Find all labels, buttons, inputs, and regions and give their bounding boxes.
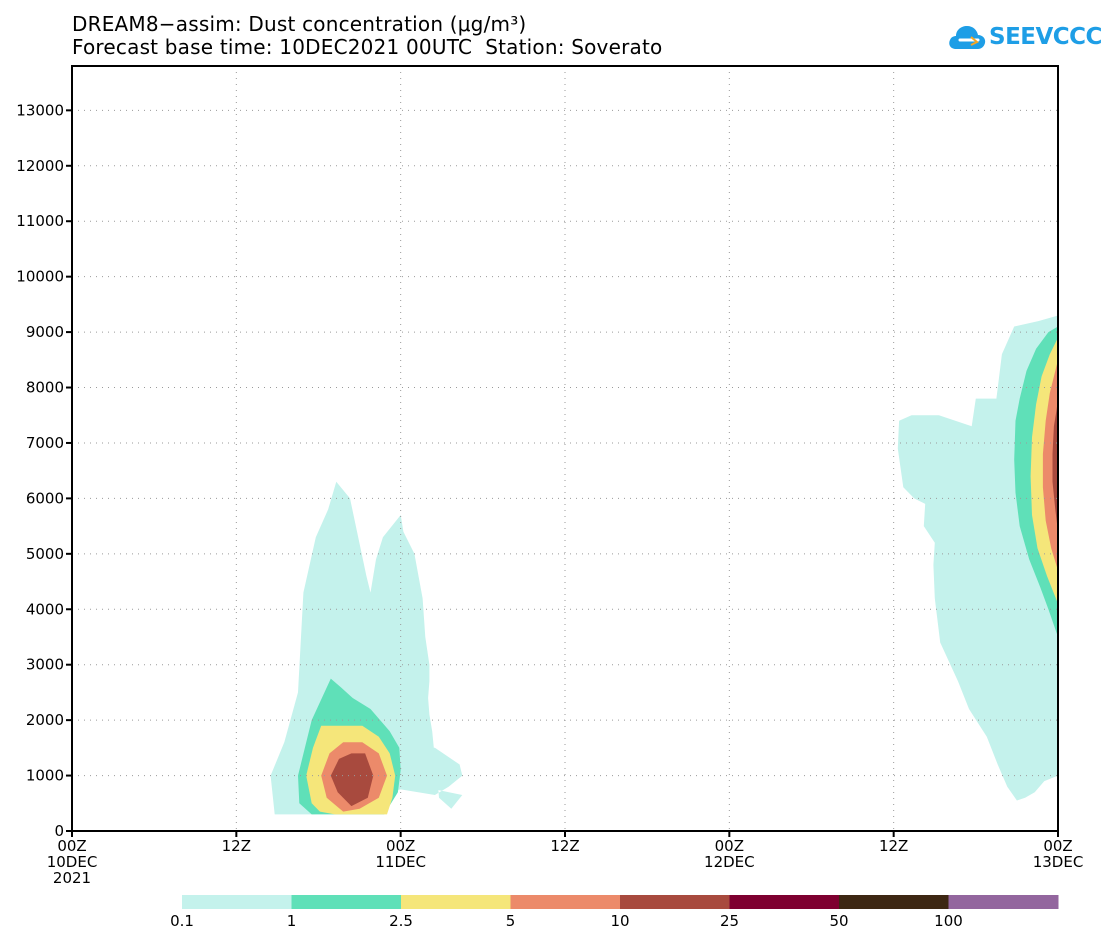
chart-subtitle: Forecast base time: 10DEC2021 00UTC Stat…	[72, 35, 663, 59]
contour-layer	[270, 315, 1058, 815]
x-tick-label: 12Z	[550, 837, 579, 855]
colorbar-label: 2.5	[389, 912, 413, 930]
colorbar-swatch	[839, 895, 949, 909]
colorbar-swatch	[291, 895, 402, 909]
colorbar-swatch	[729, 895, 840, 909]
colorbar-swatch	[620, 895, 730, 909]
colorbar-label: 25	[720, 912, 739, 930]
y-tick-label: 3000	[26, 656, 64, 674]
y-tick-label: 5000	[26, 545, 64, 563]
y-tick-label: 10000	[16, 268, 64, 286]
grid-layer	[72, 66, 1058, 831]
x-tick-label: 12Z	[222, 837, 251, 855]
y-tick-label: 0	[54, 822, 64, 840]
x-tick-label: 2021	[53, 869, 91, 887]
y-tick-label: 11000	[16, 212, 64, 230]
y-tick-label: 6000	[26, 489, 64, 507]
contour-1-level-10	[330, 753, 374, 807]
y-tick-label: 1000	[26, 767, 64, 785]
y-tick-label: 13000	[16, 101, 64, 119]
y-tick-label: 2000	[26, 711, 64, 729]
colorbar-label: 100	[934, 912, 963, 930]
colorbar-swatch	[182, 895, 292, 909]
colorbar-label: 50	[829, 912, 848, 930]
x-tick-label: 00Z	[1043, 837, 1072, 855]
colorbar-swatch	[948, 895, 1059, 909]
chart-title: DREAM8−assim: Dust concentration (μg/m³)	[72, 12, 527, 36]
x-tick-label: 00Z	[386, 837, 415, 855]
x-tick-label: 12DEC	[704, 853, 755, 871]
x-tick-label: 00Z	[715, 837, 744, 855]
y-tick-label: 8000	[26, 379, 64, 397]
y-tick-label: 9000	[26, 323, 64, 341]
y-tick-label: 4000	[26, 600, 64, 618]
x-tick-label: 11DEC	[375, 853, 426, 871]
colorbar-label: 0.1	[170, 912, 194, 930]
cloud-icon	[949, 26, 986, 49]
colorbar-label: 1	[287, 912, 297, 930]
y-tick-label: 7000	[26, 434, 64, 452]
colorbar-swatch	[510, 895, 621, 909]
logo: SEEVCCC	[948, 20, 1102, 54]
logo-text: SEEVCCC	[989, 24, 1102, 50]
colorbar: 0.1 1 2.5 5 10 25 50 100	[170, 895, 1059, 930]
colorbar-label: 5	[506, 912, 516, 930]
contour-2-level-5	[1042, 359, 1058, 571]
colorbar-label: 10	[610, 912, 629, 930]
colorbar-swatch	[401, 895, 511, 909]
y-tick-label: 12000	[16, 157, 64, 175]
x-tick-label: 00Z	[57, 837, 86, 855]
x-tick-label: 10DEC	[47, 853, 98, 871]
y-axis: 0 1000 2000 3000 4000 5000 6000 7000 8000 9000 100…	[16, 101, 72, 840]
x-tick-label: 13DEC	[1033, 853, 1084, 871]
x-tick-label: 12Z	[879, 837, 908, 855]
